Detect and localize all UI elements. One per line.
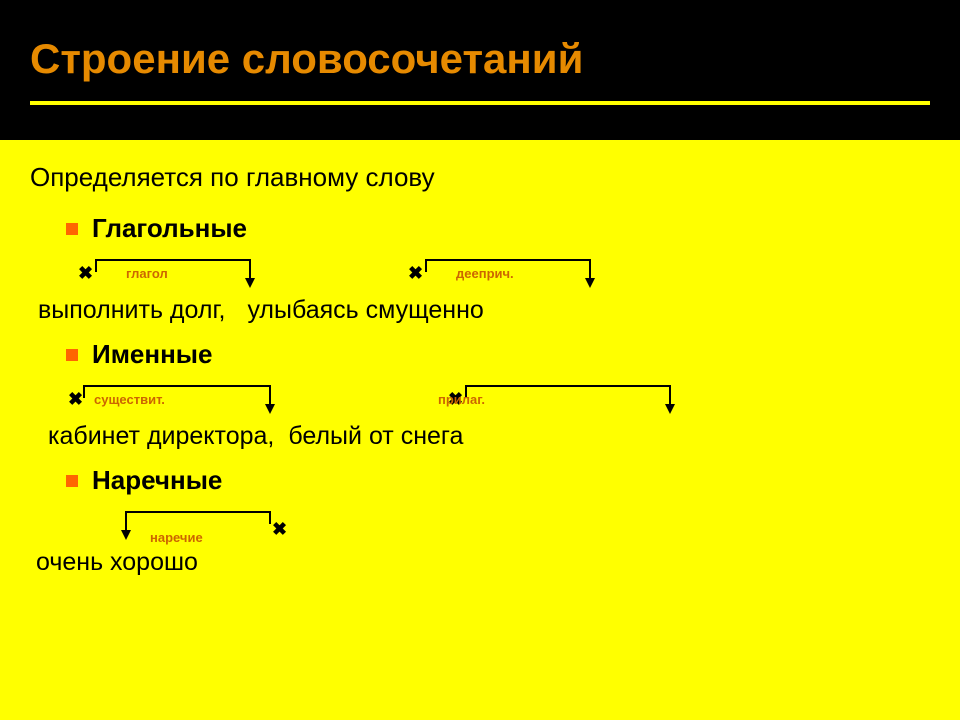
category-list: Глагольные ✖глагол ✖дееприч. выполнить долг… <box>30 213 930 577</box>
intro-text: Определяется по главному слову <box>30 162 930 193</box>
diagram-label: глагол <box>126 266 168 281</box>
example-text: очень хорошо <box>36 548 198 577</box>
example-text: белый от снега <box>288 422 463 451</box>
diagram-label: дееприч. <box>456 266 514 281</box>
bullet-icon <box>66 223 78 235</box>
body-area: Определяется по главному слову Глагольны… <box>0 140 960 720</box>
diagram-label: наречие <box>150 530 203 545</box>
diagram-unit: ✖дееприч. <box>410 248 670 292</box>
example-row: выполнить долг, улыбаясь смущенно <box>30 296 930 325</box>
category-name: Именные <box>92 339 212 370</box>
category-heading: Именные <box>66 339 930 370</box>
example-text: кабинет директора, <box>48 422 274 451</box>
category-name: Наречные <box>92 465 222 496</box>
diagram-row: ✖глагол ✖дееприч. <box>30 248 930 292</box>
title-area: Строение словосочетаний <box>0 0 960 140</box>
category-heading: Глагольные <box>66 213 930 244</box>
category-name: Глагольные <box>92 213 247 244</box>
diagram-unit: ✖глагол <box>80 248 340 292</box>
example-text: улыбаясь смущенно <box>247 296 483 325</box>
category-heading: Наречные <box>66 465 930 496</box>
example-row: кабинет директора, белый от снега <box>30 422 930 451</box>
diagram-unit: ✖прилаг. <box>450 374 710 418</box>
slide-title: Строение словосочетаний <box>30 35 930 83</box>
example-row: очень хорошо <box>30 548 930 577</box>
bullet-icon <box>66 475 78 487</box>
example-text: выполнить долг, <box>38 296 225 325</box>
diagram-unit: ✖наречие <box>120 500 380 544</box>
diagram-row: ✖наречие <box>30 500 930 544</box>
diagram-unit: ✖существит. <box>70 374 330 418</box>
slide: Строение словосочетаний Определяется по … <box>0 0 960 720</box>
bullet-icon <box>66 349 78 361</box>
diagram-label: прилаг. <box>438 392 485 407</box>
title-underline <box>30 101 930 105</box>
diagram-label: существит. <box>94 392 165 407</box>
diagram-row: ✖существит. ✖прилаг. <box>30 374 930 418</box>
